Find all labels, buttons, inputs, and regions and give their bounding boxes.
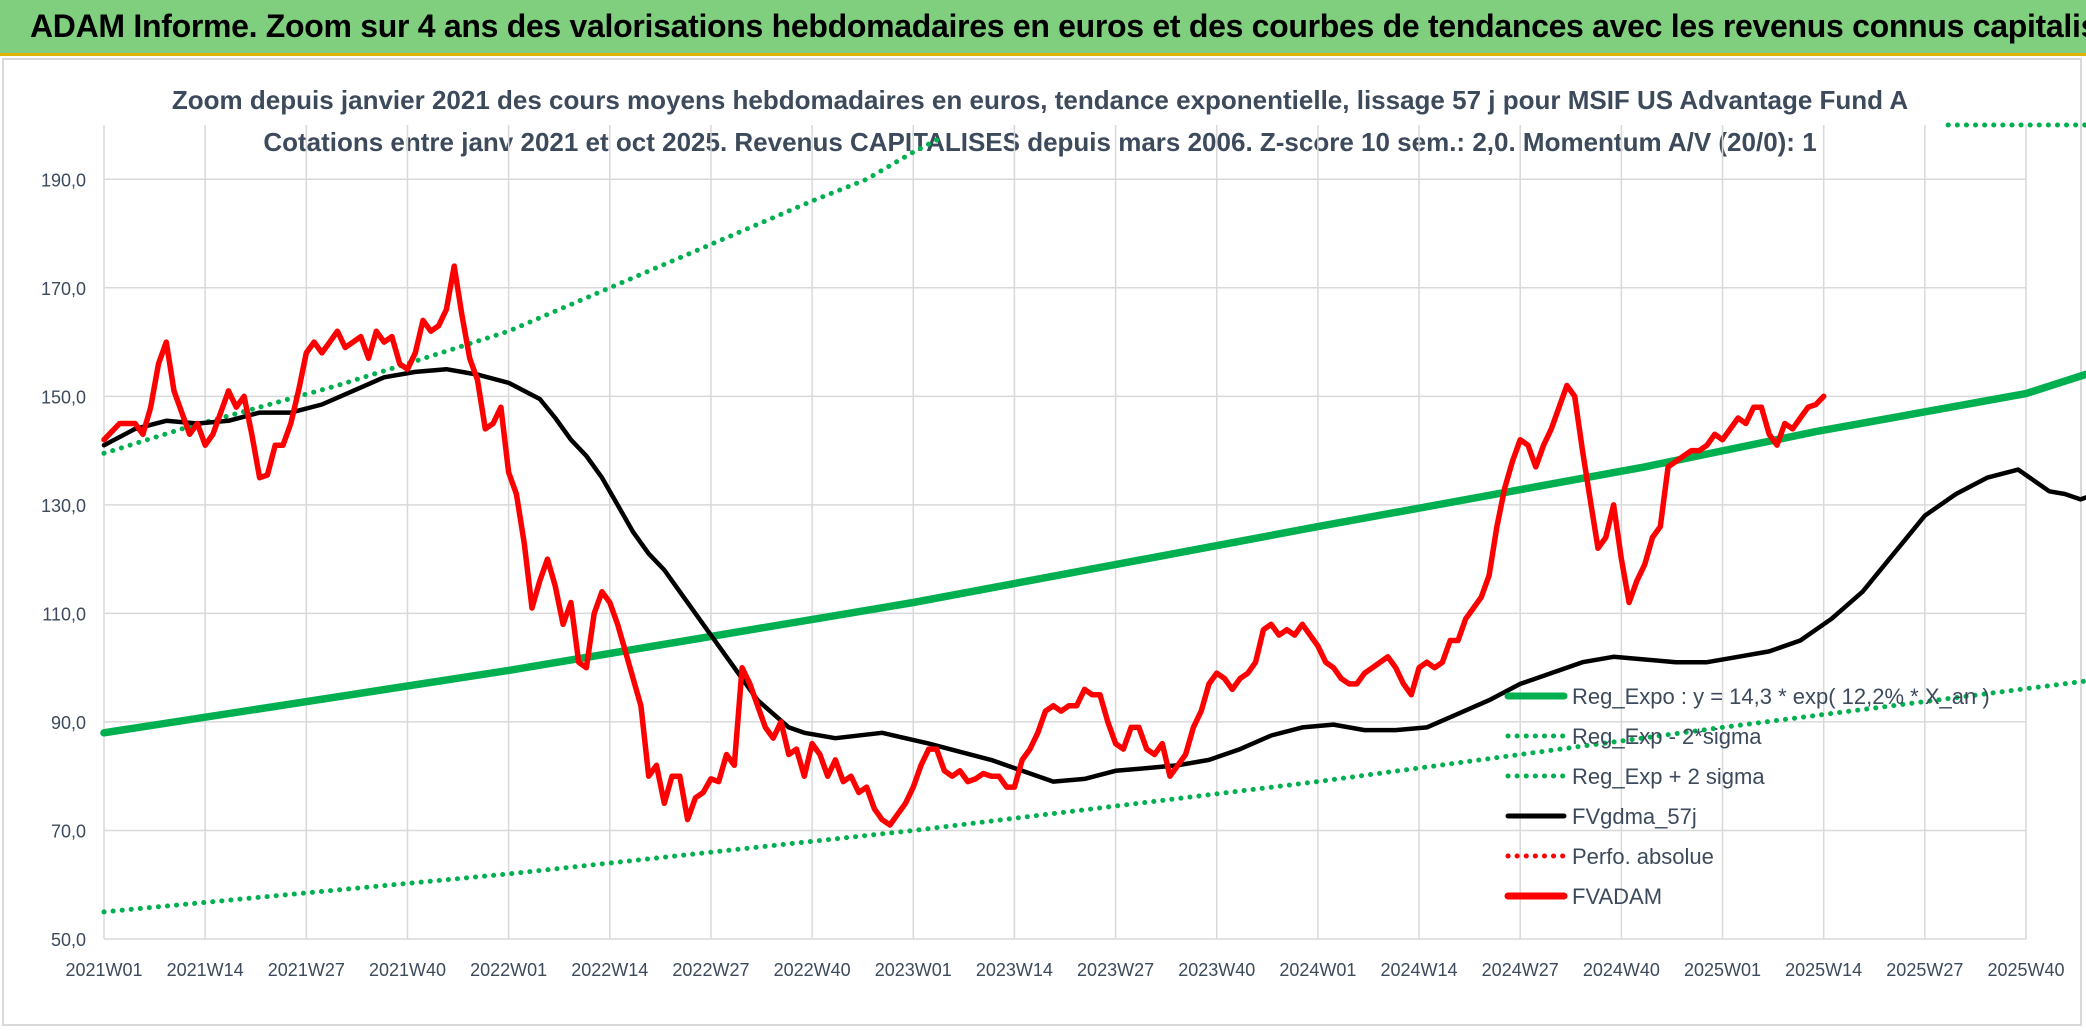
x-tick-label: 2024W40 bbox=[1583, 960, 1660, 980]
y-axis-ticks: 50,0 70,0 90,0 110,0 130,0 150,0 170,0 190,0 bbox=[41, 170, 86, 950]
x-tick-label: 2024W01 bbox=[1279, 960, 1356, 980]
x-tick-label: 2022W40 bbox=[774, 960, 851, 980]
series-line bbox=[101, 678, 2086, 915]
x-tick-label: 2024W14 bbox=[1381, 960, 1458, 980]
x-tick-label: 2025W27 bbox=[1886, 960, 1963, 980]
y-tick-label: 110,0 bbox=[42, 604, 86, 624]
y-tick-label: 190,0 bbox=[41, 170, 86, 190]
chart-series bbox=[100, 122, 2086, 915]
legend-label: FVADAM bbox=[1572, 884, 1662, 909]
x-tick-label: 2021W27 bbox=[268, 960, 345, 980]
chart-grid bbox=[103, 125, 2027, 940]
x-tick-label: 2022W27 bbox=[672, 960, 749, 980]
x-axis-ticks: 2021W01 2021W14 2021W27 2021W40 2022W01 2022W… bbox=[65, 960, 2064, 980]
chart-subtitle: Cotations entre janv 2021 et oct 2025. R… bbox=[263, 127, 1816, 157]
x-tick-label: 2025W01 bbox=[1684, 960, 1761, 980]
chart-title: Zoom depuis janvier 2021 des cours moyen… bbox=[172, 85, 1908, 115]
y-tick-label: 170,0 bbox=[41, 279, 86, 299]
x-tick-label: 2023W14 bbox=[976, 960, 1053, 980]
report-header: ADAM Informe. Zoom sur 4 ans des valoris… bbox=[0, 0, 2086, 56]
chart-legend: Reg_Expo : y = 14,3 * exp( 12,2% * X_an … bbox=[1504, 684, 1990, 909]
report-title: ADAM Informe. Zoom sur 4 ans des valoris… bbox=[30, 8, 2086, 44]
legend-label: Perfo. absolue bbox=[1572, 844, 1714, 869]
x-tick-label: 2023W27 bbox=[1077, 960, 1154, 980]
x-tick-label: 2025W14 bbox=[1785, 960, 1862, 980]
x-tick-label: 2024W27 bbox=[1482, 960, 1559, 980]
y-tick-label: 50,0 bbox=[51, 930, 86, 950]
chart-frame bbox=[2, 58, 2082, 1026]
x-tick-label: 2021W01 bbox=[65, 960, 142, 980]
legend-label: FVgdma_57j bbox=[1572, 804, 1697, 829]
y-tick-label: 150,0 bbox=[41, 387, 86, 407]
x-tick-label: 2023W01 bbox=[875, 960, 952, 980]
x-tick-label: 2021W14 bbox=[167, 960, 244, 980]
legend-label: Reg_Expo : y = 14,3 * exp( 12,2% * X_an … bbox=[1572, 684, 1990, 709]
x-tick-label: 2023W40 bbox=[1178, 960, 1255, 980]
x-tick-label: 2025W40 bbox=[1987, 960, 2064, 980]
y-tick-label: 70,0 bbox=[51, 821, 86, 841]
x-tick-label: 2022W01 bbox=[470, 960, 547, 980]
legend-label: Reg_Exp - 2*sigma bbox=[1572, 724, 1762, 749]
legend-label: Reg_Exp + 2 sigma bbox=[1572, 764, 1765, 789]
series-line bbox=[101, 366, 2086, 784]
x-tick-label: 2022W14 bbox=[571, 960, 648, 980]
series-line bbox=[100, 370, 2086, 737]
y-tick-label: 130,0 bbox=[41, 496, 86, 516]
series-line bbox=[101, 133, 947, 456]
x-tick-label: 2021W40 bbox=[369, 960, 446, 980]
y-tick-label: 90,0 bbox=[51, 713, 86, 733]
series-line bbox=[101, 263, 1827, 828]
